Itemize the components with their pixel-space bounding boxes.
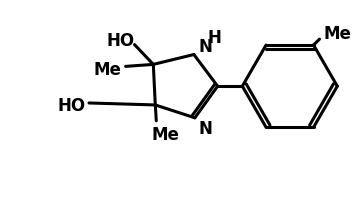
- Text: Me: Me: [94, 61, 122, 79]
- Text: Me: Me: [151, 125, 179, 143]
- Text: HO: HO: [57, 97, 85, 114]
- Text: N: N: [199, 119, 213, 137]
- Text: H: H: [208, 28, 222, 46]
- Text: N: N: [199, 37, 213, 55]
- Text: HO: HO: [107, 32, 135, 49]
- Text: Me: Me: [323, 25, 351, 43]
